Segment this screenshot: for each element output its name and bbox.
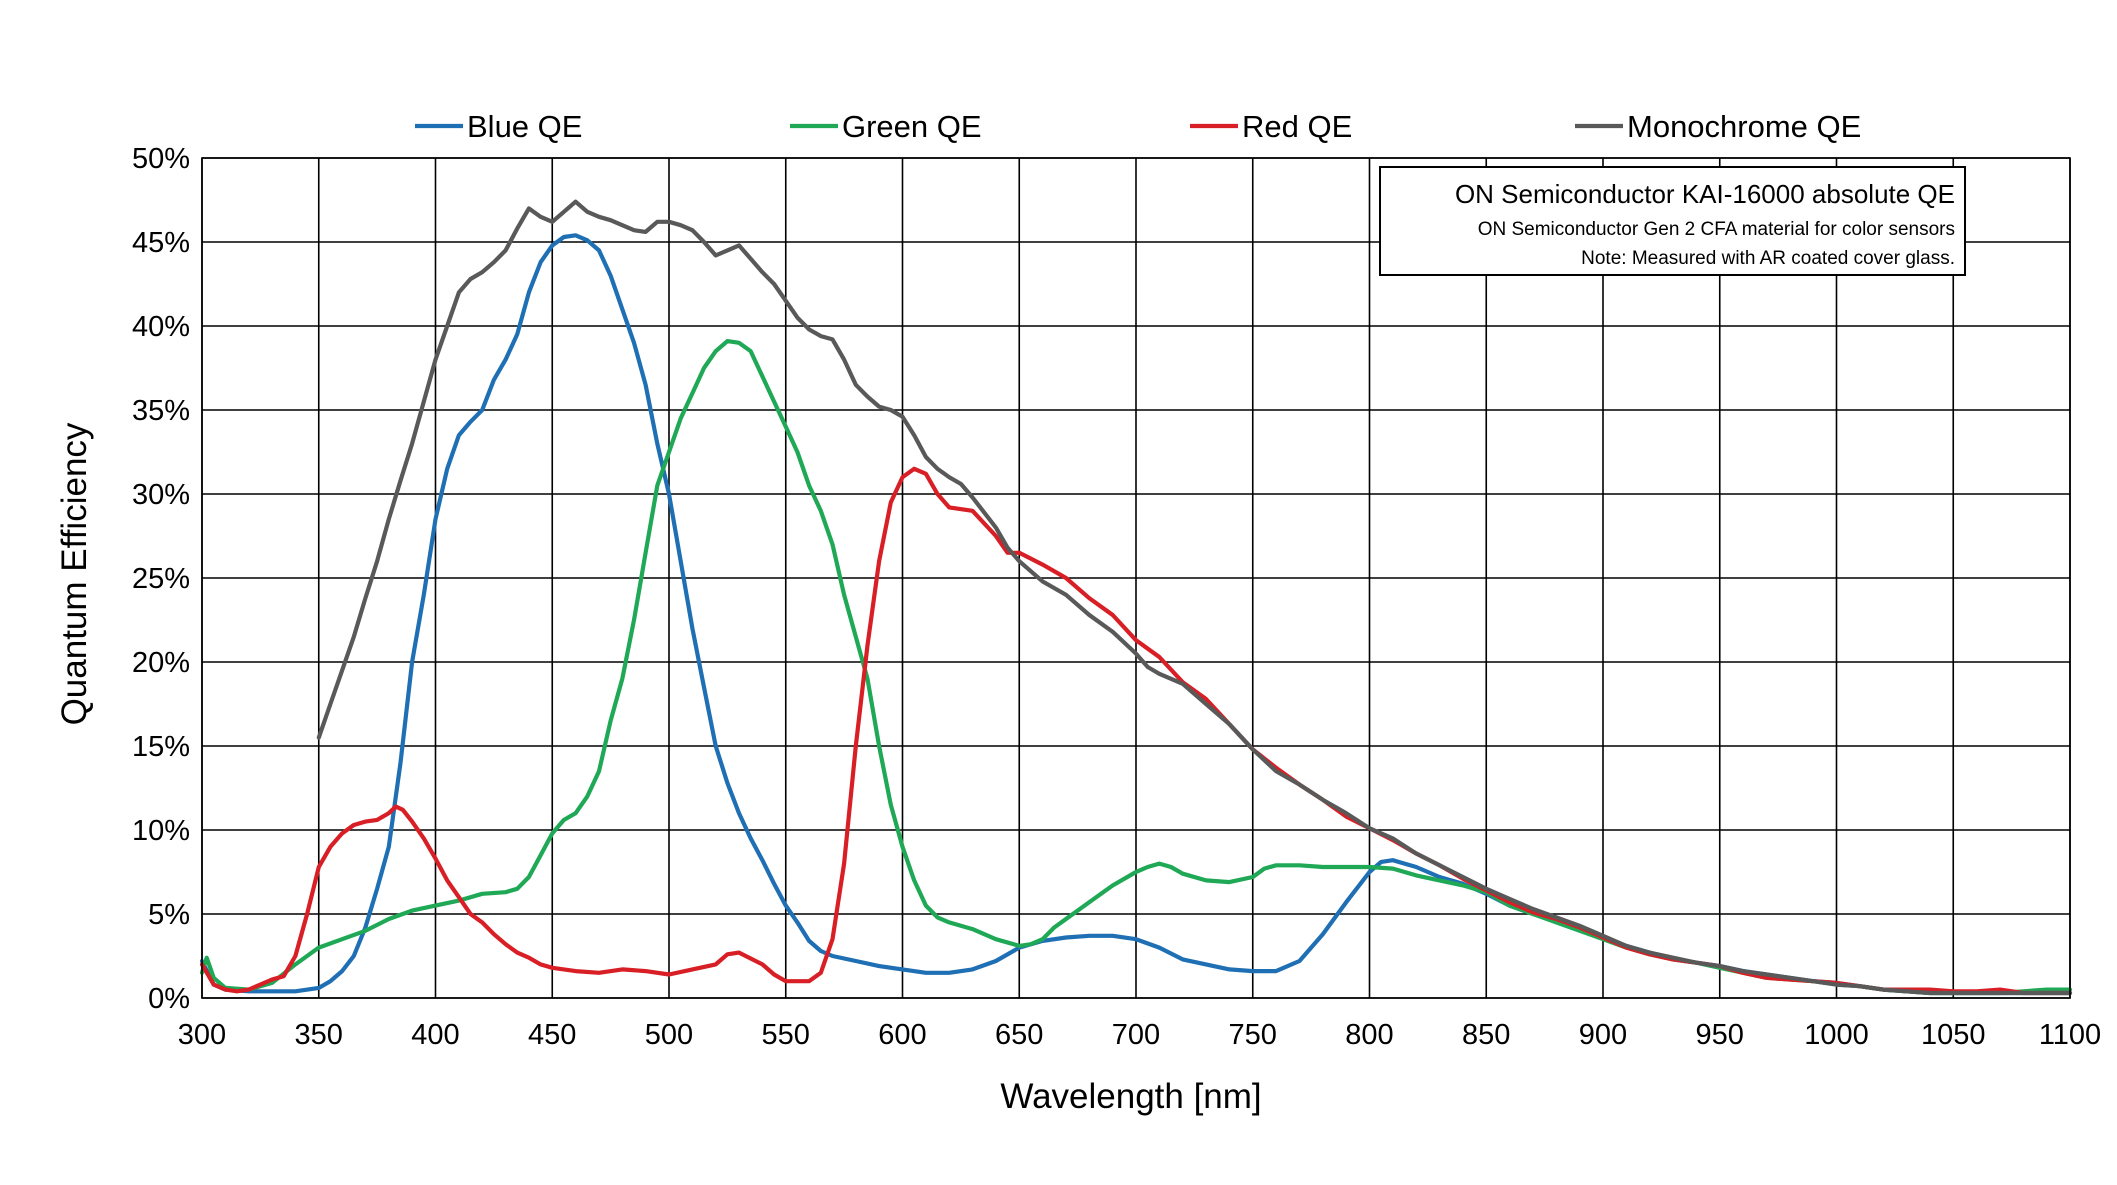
legend-item-green-qe: Green QE: [790, 109, 982, 144]
legend-label: Monochrome QE: [1627, 109, 1861, 144]
legend-item-monochrome-qe: Monochrome QE: [1575, 109, 1861, 144]
x-tick-label: 950: [1696, 1019, 1744, 1051]
y-tick-label: 10%: [132, 815, 190, 847]
y-tick-label: 5%: [148, 899, 190, 931]
x-tick-label: 450: [528, 1019, 576, 1051]
y-axis-ticks: 0% 5% 10% 15% 20% 25% 30% 35% 40% 45% 50%: [132, 143, 190, 1015]
legend-label: Red QE: [1242, 109, 1352, 144]
annotation-line-2: Note: Measured with AR coated cover glas…: [1581, 248, 1955, 269]
legend-label: Blue QE: [467, 109, 582, 144]
x-tick-label: 800: [1345, 1019, 1393, 1051]
x-tick-label: 650: [995, 1019, 1043, 1051]
y-tick-label: 40%: [132, 311, 190, 343]
series-line-monochrome-qe: [316, 199, 2073, 996]
x-tick-label: 400: [411, 1019, 459, 1051]
series-layer: [199, 199, 2073, 996]
y-axis-label: Quantum Efficiency: [55, 422, 94, 725]
x-tick-label: 500: [645, 1019, 693, 1051]
x-tick-label: 300: [178, 1019, 226, 1051]
legend-item-blue-qe: Blue QE: [415, 109, 582, 144]
annotation-frame: [1379, 166, 1966, 276]
annotation-box: ON Semiconductor KAI-16000 absolute QE O…: [1379, 166, 1966, 276]
x-tick-label: 1100: [2039, 1019, 2101, 1051]
y-tick-label: 30%: [132, 479, 190, 511]
x-tick-label: 550: [762, 1019, 810, 1051]
x-tick-label: 350: [295, 1019, 343, 1051]
annotation-title: ON Semiconductor KAI-16000 absolute QE: [1455, 179, 1955, 209]
y-tick-label: 0%: [148, 983, 190, 1015]
y-tick-label: 50%: [132, 143, 190, 175]
legend: Blue QE Green QE Red QE Monochrome QE: [415, 109, 1861, 144]
x-tick-label: 750: [1229, 1019, 1277, 1051]
y-tick-label: 25%: [132, 563, 190, 595]
y-tick-label: 20%: [132, 647, 190, 679]
x-tick-label: 900: [1579, 1019, 1627, 1051]
x-tick-label: 600: [878, 1019, 926, 1051]
plot-frame: [201, 157, 2071, 999]
x-tick-label: 1000: [1804, 1019, 1869, 1051]
annotation-line-1: ON Semiconductor Gen 2 CFA material for …: [1478, 219, 1955, 240]
x-tick-label: 850: [1462, 1019, 1510, 1051]
x-tick-label: 700: [1112, 1019, 1160, 1051]
y-tick-label: 45%: [132, 227, 190, 259]
x-tick-label: 1050: [1921, 1019, 1986, 1051]
x-axis-ticks: 300 350 400 450 500 550 600 650 700 750 800 850 900 9…: [178, 1019, 2101, 1051]
legend-item-red-qe: Red QE: [1190, 109, 1352, 144]
legend-label: Green QE: [842, 109, 982, 144]
y-tick-label: 35%: [132, 395, 190, 427]
y-tick-label: 15%: [132, 731, 190, 763]
x-axis-label: Wavelength [nm]: [1000, 1077, 1261, 1116]
